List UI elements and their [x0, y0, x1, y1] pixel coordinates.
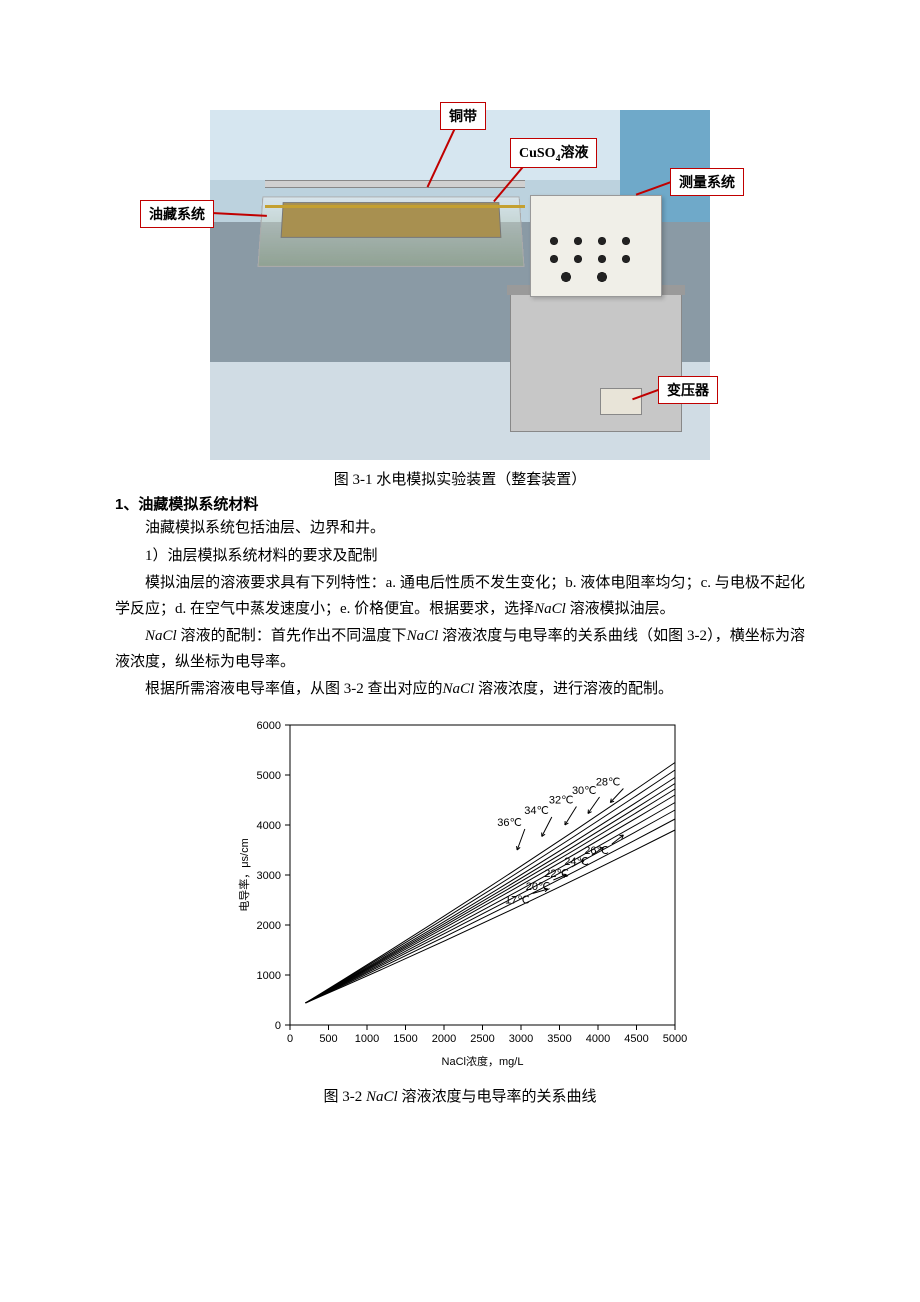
svg-text:2000: 2000	[257, 920, 281, 932]
callout-reservoir-system: 油藏系统	[140, 200, 214, 228]
svg-text:30℃: 30℃	[572, 785, 597, 797]
svg-text:28℃: 28℃	[596, 776, 621, 788]
figure-3-2-caption: 图 3-2 NaCl 溶液浓度与电导率的关系曲线	[115, 1085, 805, 1106]
paragraph-4: NaCl 溶液的配制：首先作出不同温度下NaCl 溶液浓度与电导率的关系曲线（如…	[115, 624, 805, 675]
svg-text:4000: 4000	[257, 820, 281, 832]
svg-text:0: 0	[275, 1020, 281, 1032]
svg-text:20℃: 20℃	[526, 881, 551, 893]
svg-text:NaCl浓度，mg/L: NaCl浓度，mg/L	[442, 1054, 524, 1068]
svg-text:26℃: 26℃	[584, 845, 609, 857]
svg-text:3000: 3000	[257, 870, 281, 882]
paragraph-2: 1）油层模拟系统材料的要求及配制	[115, 544, 805, 570]
svg-text:500: 500	[319, 1033, 337, 1045]
svg-text:1500: 1500	[393, 1033, 417, 1045]
section-heading-1: 1、油藏模拟系统材料	[115, 493, 805, 514]
svg-text:36℃: 36℃	[497, 817, 522, 829]
callout-measure-system: 测量系统	[670, 168, 744, 196]
callout-copper-band: 铜带	[440, 102, 486, 130]
figure-3-1-caption: 图 3-1 水电模拟实验装置（整套装置）	[115, 468, 805, 489]
svg-text:2500: 2500	[470, 1033, 494, 1045]
paragraph-3: 模拟油层的溶液要求具有下列特性：a. 通电后性质不发生变化；b. 液体电阻率均匀…	[115, 571, 805, 622]
callout-transformer: 变压器	[658, 376, 718, 404]
callout-cuso4: CuSO4溶液	[510, 138, 597, 168]
svg-text:4500: 4500	[624, 1033, 648, 1045]
svg-text:34℃: 34℃	[524, 805, 549, 817]
svg-text:电导率，μs/cm: 电导率，μs/cm	[237, 838, 251, 912]
paragraph-1: 油藏模拟系统包括油层、边界和井。	[115, 516, 805, 542]
svg-text:6000: 6000	[257, 720, 281, 732]
svg-text:5000: 5000	[663, 1033, 687, 1045]
figure-3-2-chart: 0 500 1000 1500 2000 2500 3000 3500 4000 4500 5000…	[230, 713, 690, 1073]
svg-text:1000: 1000	[257, 970, 281, 982]
svg-text:5000: 5000	[257, 770, 281, 782]
svg-text:4000: 4000	[586, 1033, 610, 1045]
svg-text:32℃: 32℃	[549, 794, 574, 806]
svg-text:2000: 2000	[432, 1033, 456, 1045]
svg-text:1000: 1000	[355, 1033, 379, 1045]
svg-text:3500: 3500	[547, 1033, 571, 1045]
figure-3-1-photo: 铜带 CuSO4溶液 测量系统 油藏系统 变压器	[210, 110, 710, 460]
svg-text:0: 0	[287, 1033, 293, 1045]
paragraph-5: 根据所需溶液电导率值，从图 3-2 查出对应的NaCl 溶液浓度，进行溶液的配制…	[115, 677, 805, 703]
svg-text:3000: 3000	[509, 1033, 533, 1045]
